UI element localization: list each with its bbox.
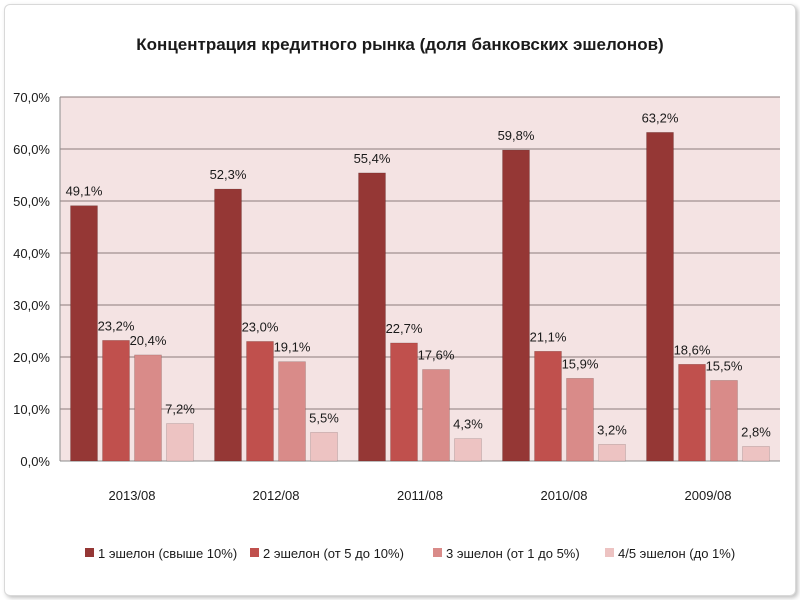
bar-s2-2012-08 bbox=[246, 341, 274, 462]
bar-s3-2009-08 bbox=[710, 380, 738, 462]
data-label: 23,2% bbox=[98, 318, 135, 333]
data-label: 15,9% bbox=[562, 356, 599, 371]
chart-title: Концентрация кредитного рынка (доля банк… bbox=[136, 35, 663, 54]
data-label: 3,2% bbox=[597, 422, 627, 437]
x-tick-label: 2010/08 bbox=[541, 488, 588, 503]
x-tick-label: 2011/08 bbox=[397, 488, 443, 503]
data-label: 17,6% bbox=[418, 347, 455, 362]
bar-s1-2011-08 bbox=[358, 172, 386, 462]
y-tick-label: 0,0% bbox=[20, 454, 50, 469]
bar-s1-2012-08 bbox=[214, 188, 242, 462]
legend-item-3: 3 эшелон (от 1 до 5%) bbox=[433, 546, 580, 561]
data-label: 21,1% bbox=[530, 329, 567, 344]
legend-label: 1 эшелон (свыше 10%) bbox=[98, 546, 237, 561]
data-label: 22,7% bbox=[386, 321, 423, 336]
data-label: 63,2% bbox=[642, 110, 679, 125]
bar-s1-2010-08 bbox=[502, 149, 530, 462]
bar-s4-2012-08 bbox=[310, 432, 338, 462]
legend-label: 2 эшелон (от 5 до 10%) bbox=[263, 546, 404, 561]
bar-s1-2009-08 bbox=[646, 132, 674, 462]
legend-swatch bbox=[250, 548, 259, 557]
bar-s2-2013-08 bbox=[102, 340, 130, 462]
bar-s2-2009-08 bbox=[678, 364, 706, 462]
bar-s4-2011-08 bbox=[454, 438, 482, 462]
y-tick-label: 60,0% bbox=[13, 142, 50, 157]
bar-s3-2011-08 bbox=[422, 369, 450, 462]
legend-swatch bbox=[605, 548, 614, 557]
y-tick-label: 70,0% bbox=[13, 90, 50, 105]
y-tick-label: 30,0% bbox=[13, 298, 50, 313]
y-tick-label: 50,0% bbox=[13, 194, 50, 209]
data-label: 23,0% bbox=[242, 319, 279, 334]
x-tick-label: 2009/08 bbox=[685, 488, 732, 503]
bar-s2-2010-08 bbox=[534, 351, 562, 462]
legend-label: 4/5 эшелон (до 1%) bbox=[618, 546, 735, 561]
legend-swatch bbox=[433, 548, 442, 557]
data-label: 5,5% bbox=[309, 410, 339, 425]
data-label: 19,1% bbox=[274, 340, 311, 355]
data-label: 7,2% bbox=[165, 402, 195, 417]
x-tick-label: 2013/08 bbox=[109, 488, 156, 503]
bar-s3-2013-08 bbox=[134, 354, 162, 462]
data-label: 20,4% bbox=[130, 333, 167, 348]
data-label: 2,8% bbox=[741, 424, 771, 439]
y-tick-label: 20,0% bbox=[13, 350, 50, 365]
data-label: 4,3% bbox=[453, 417, 483, 432]
bar-s1-2013-08 bbox=[70, 205, 98, 462]
bar-s3-2010-08 bbox=[566, 378, 594, 462]
legend-item-4: 4/5 эшелон (до 1%) bbox=[605, 546, 735, 561]
bar-s2-2011-08 bbox=[390, 342, 418, 462]
data-label: 49,1% bbox=[66, 184, 103, 199]
bar-s4-2009-08 bbox=[742, 446, 770, 462]
bar-s4-2010-08 bbox=[598, 444, 626, 462]
data-label: 15,5% bbox=[706, 358, 743, 373]
x-tick-label: 2012/08 bbox=[253, 488, 300, 503]
data-label: 52,3% bbox=[210, 167, 247, 182]
legend: 1 эшелон (свыше 10%) 2 эшелон (от 5 до 10… bbox=[85, 546, 735, 561]
legend-item-2: 2 эшелон (от 5 до 10%) bbox=[250, 546, 404, 561]
y-tick-label: 40,0% bbox=[13, 246, 50, 261]
data-label: 18,6% bbox=[674, 342, 711, 357]
legend-item-1: 1 эшелон (свыше 10%) bbox=[85, 546, 237, 561]
bar-s4-2013-08 bbox=[166, 423, 194, 462]
legend-swatch bbox=[85, 548, 94, 557]
plot-area: 0,0% 10,0% 20,0% 30,0% 40,0% 50,0% 60,0% 70,0% 4… bbox=[13, 90, 780, 503]
legend-label: 3 эшелон (от 1 до 5%) bbox=[446, 546, 580, 561]
y-tick-label: 10,0% bbox=[13, 402, 50, 417]
bar-s3-2012-08 bbox=[278, 361, 306, 462]
data-label: 55,4% bbox=[354, 151, 391, 166]
data-label: 59,8% bbox=[498, 128, 535, 143]
